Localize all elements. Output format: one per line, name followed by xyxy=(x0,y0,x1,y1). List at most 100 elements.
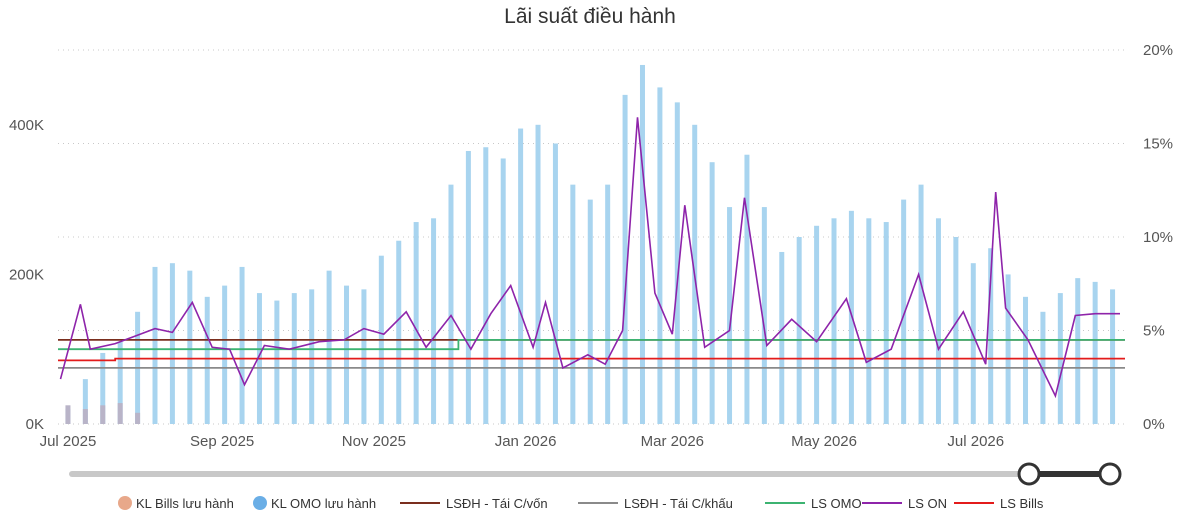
bar xyxy=(918,184,924,424)
bar xyxy=(709,162,715,424)
bar xyxy=(1092,281,1098,424)
bar xyxy=(552,143,558,424)
series-line xyxy=(58,338,1125,351)
bar xyxy=(187,270,193,424)
x-tick-label: Nov 2025 xyxy=(342,433,406,450)
slider-handle-start[interactable] xyxy=(1017,462,1041,486)
lines xyxy=(58,117,1125,399)
bar xyxy=(605,184,611,424)
range-slider[interactable] xyxy=(69,462,1122,486)
y-right-tick-label: 10% xyxy=(1143,229,1173,246)
legend-item[interactable]: LS Bills xyxy=(954,496,1044,511)
bar xyxy=(518,128,524,425)
bar xyxy=(326,270,332,424)
bar xyxy=(135,412,141,424)
bar xyxy=(639,64,645,425)
bar xyxy=(1005,274,1011,424)
legend-item[interactable]: KL OMO lưu hành xyxy=(253,496,376,511)
legend-label: LSĐH - Tái C/vốn xyxy=(446,496,548,511)
x-tick-label: Jul 2025 xyxy=(40,433,97,450)
x-tick-label: Mar 2026 xyxy=(641,433,704,450)
bar xyxy=(100,352,106,424)
bar xyxy=(744,154,750,424)
legend[interactable]: KL Bills lưu hành KL OMO lưu hành LSĐH - T… xyxy=(118,496,1044,511)
bars xyxy=(65,64,1116,425)
x-tick-label: Jul 2026 xyxy=(947,433,1004,450)
bar xyxy=(239,266,245,424)
bar xyxy=(901,199,907,424)
y-right-tick-label: 15% xyxy=(1143,136,1173,153)
bar xyxy=(431,218,437,424)
bar xyxy=(222,285,228,424)
bar xyxy=(761,207,767,424)
y-right-tick-label: 5% xyxy=(1143,323,1165,340)
y-left-tick-label: 200K xyxy=(9,266,44,283)
bar xyxy=(988,248,994,424)
bar xyxy=(65,405,71,424)
x-tick-label: May 2026 xyxy=(791,433,857,450)
bar xyxy=(779,251,785,424)
bar xyxy=(866,218,872,424)
x-tick-label: Sep 2025 xyxy=(190,433,254,450)
bar xyxy=(152,266,158,424)
bar xyxy=(483,147,489,425)
bar xyxy=(814,225,820,424)
bar xyxy=(396,240,402,424)
bar xyxy=(796,237,802,424)
legend-item[interactable]: LSĐH - Tái C/vốn xyxy=(400,496,548,511)
legend-marker xyxy=(118,496,132,510)
bar xyxy=(535,124,541,425)
bar xyxy=(169,263,175,424)
legend-label: LS ON xyxy=(908,496,947,511)
bar xyxy=(117,341,123,424)
legend-item[interactable]: LS ON xyxy=(862,496,947,511)
bar xyxy=(448,184,454,424)
legend-label: KL OMO lưu hành xyxy=(271,496,376,511)
y-left-tick-label: 0K xyxy=(26,416,44,433)
legend-label: LS OMO xyxy=(811,496,862,511)
bar xyxy=(82,409,88,424)
legend-item[interactable]: LSĐH - Tái C/khấu xyxy=(578,496,733,511)
bar xyxy=(622,94,628,424)
x-tick-label: Jan 2026 xyxy=(495,433,557,450)
y-right-tick-label: 20% xyxy=(1143,42,1173,59)
bar xyxy=(953,237,959,424)
bar xyxy=(82,379,88,424)
bar xyxy=(970,263,976,424)
bar xyxy=(1023,296,1029,424)
bar xyxy=(413,222,419,424)
bar xyxy=(500,158,506,424)
bar xyxy=(883,222,889,424)
bar xyxy=(831,218,837,424)
bar xyxy=(117,403,123,424)
legend-marker xyxy=(253,496,267,510)
bar xyxy=(727,207,733,424)
series-line xyxy=(59,117,1120,399)
x-axis: Jul 2025 Sep 2025 Nov 2025 Jan 2026 Mar 2026… xyxy=(40,433,1005,450)
bar xyxy=(100,405,106,424)
bar xyxy=(570,184,576,424)
bar xyxy=(204,296,210,424)
slider-handle-end[interactable] xyxy=(1098,462,1122,486)
bar xyxy=(344,285,350,424)
bar xyxy=(465,150,471,425)
bar xyxy=(587,199,593,424)
bar xyxy=(309,289,315,424)
y-right-tick-label: 0% xyxy=(1143,416,1165,433)
y-axis-left: 0K 200K 400K xyxy=(9,117,44,433)
legend-item[interactable]: KL Bills lưu hành xyxy=(118,496,234,511)
series-line xyxy=(58,357,1125,362)
legend-label: KL Bills lưu hành xyxy=(136,496,234,511)
legend-label: LSĐH - Tái C/khấu xyxy=(624,496,733,511)
bar xyxy=(657,87,663,425)
bar xyxy=(1075,278,1081,424)
y-left-tick-label: 400K xyxy=(9,117,44,134)
bar xyxy=(274,300,280,424)
bar xyxy=(361,289,367,424)
bar xyxy=(1110,289,1116,424)
bar xyxy=(935,218,941,424)
y-axis-right: 0% 5% 10% 15% 20% xyxy=(1143,42,1173,433)
legend-item[interactable]: LS OMO xyxy=(765,496,862,511)
bar xyxy=(674,102,680,425)
